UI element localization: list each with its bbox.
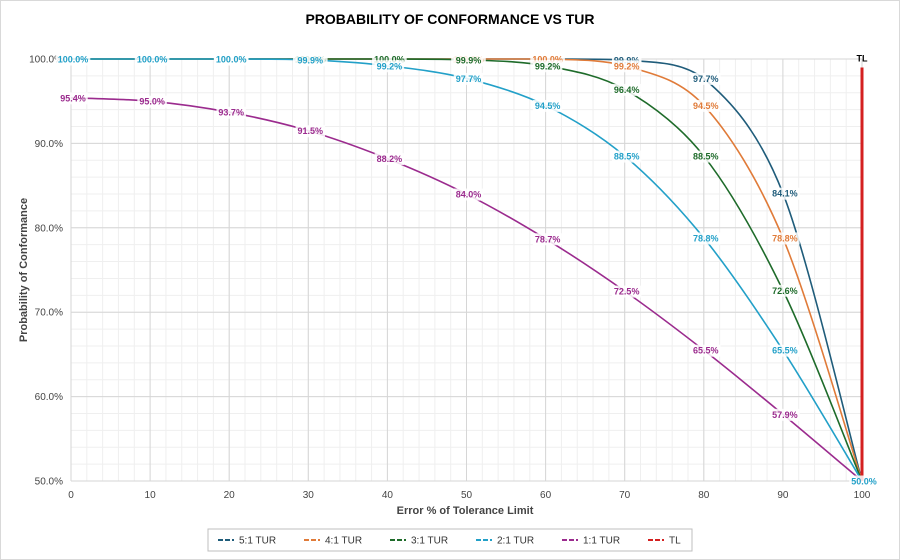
data-label-bg — [295, 125, 326, 138]
x-tick-label: 0 — [68, 490, 74, 501]
y-tick-label: 80.0% — [35, 223, 63, 234]
data-label-bg — [216, 106, 246, 119]
x-tick-label: 80 — [698, 490, 710, 501]
data-label-bg — [532, 99, 563, 112]
data-label-2-1-tur: 97.7% — [456, 74, 482, 84]
data-label-1-1-tur: 78.7% — [535, 234, 561, 244]
legend-label-3-1-tur: 3:1 TUR — [411, 536, 448, 547]
data-label-1-1-tur: 84.0% — [456, 190, 482, 200]
data-label-3-1-tur: 100.0% — [374, 55, 405, 65]
data-label-bg — [453, 54, 484, 67]
y-tick-label: 50.0% — [35, 477, 63, 488]
data-label-1-1-tur: 72.5% — [614, 287, 640, 297]
data-label-1-1-tur: 91.5% — [298, 126, 324, 136]
data-label-1-1-tur: 95.0% — [139, 97, 165, 107]
tl-label: TL — [857, 53, 868, 63]
data-label-bg — [532, 233, 563, 246]
x-tick-label: 70 — [619, 490, 631, 501]
data-label-2-1-tur: 100.0% — [216, 55, 247, 65]
data-label-3-1-tur: 72.6% — [772, 286, 798, 296]
data-label-bg — [374, 60, 405, 73]
data-label-bg — [137, 95, 167, 108]
data-label-4-1-tur: 100.0% — [532, 55, 563, 65]
grid — [70, 58, 863, 482]
y-tick-label: 60.0% — [35, 392, 63, 403]
data-label-bg — [691, 344, 721, 357]
legend: 5:1 TUR 4:1 TUR 3:1 TUR 2:1 TUR 1:1 TUR TL — [207, 528, 693, 552]
data-label-bg — [770, 408, 800, 421]
data-label-bg — [532, 60, 563, 73]
legend-label-5-1-tur: 5:1 TUR — [239, 536, 276, 547]
data-label-3-1-tur: 96.4% — [614, 85, 640, 95]
data-label-bg — [691, 99, 721, 112]
data-label-bg — [849, 475, 879, 488]
data-label-2-1-tur: 99.2% — [377, 61, 403, 71]
data-label-2-1-tur: 88.5% — [614, 152, 640, 162]
data-labels: 99.9%97.7%84.1%100.0%100.0%99.2%94.5%78.… — [55, 53, 879, 488]
data-label-bg — [770, 284, 800, 297]
data-label-bg — [58, 92, 88, 105]
data-label-4-1-tur: 78.8% — [772, 233, 798, 243]
data-label-bg — [453, 188, 484, 201]
data-label-3-1-tur: 88.5% — [693, 152, 719, 162]
x-tick-label: 30 — [303, 490, 315, 501]
data-label-2-1-tur: 100.0% — [137, 55, 168, 65]
data-label-1-1-tur: 65.5% — [693, 346, 719, 356]
data-label-2-1-tur: 94.5% — [535, 101, 561, 111]
data-label-bg — [691, 232, 721, 245]
data-label-bg — [770, 232, 800, 245]
x-tick-label: 20 — [224, 490, 236, 501]
data-label-bg — [611, 83, 642, 96]
x-tick-label: 10 — [145, 490, 157, 501]
data-label-bg — [770, 344, 800, 357]
data-label-bg — [134, 53, 170, 66]
y-axis-title: Probability of Conformance — [18, 198, 30, 342]
data-label-2-1-tur: 65.5% — [772, 346, 798, 356]
data-label-bg — [55, 53, 91, 66]
data-label-bg — [691, 72, 721, 85]
data-label-2-1-tur: 78.8% — [693, 233, 719, 243]
data-label-bg — [295, 54, 326, 67]
data-label-2-1-tur: 99.9% — [298, 55, 324, 65]
data-label-bg — [453, 72, 484, 85]
legend-label-2-1-tur: 2:1 TUR — [497, 536, 534, 547]
data-label-bg — [611, 285, 642, 298]
legend-box — [207, 528, 693, 552]
x-tick-label: 40 — [382, 490, 394, 501]
y-tick-label: 100.0% — [29, 55, 63, 66]
data-label-3-1-tur: 99.9% — [456, 55, 482, 65]
x-tick-label: 100 — [854, 490, 871, 501]
y-tick-label: 90.0% — [35, 139, 63, 150]
data-label-2-1-tur: 50.0% — [851, 477, 877, 487]
x-axis-title: Error % of Tolerance Limit — [397, 505, 534, 517]
axes: 0 10 20 30 40 50 60 70 80 90 100 50.0% 60.0% 70.0% 80.… — [29, 55, 871, 502]
data-label-bg — [213, 53, 249, 66]
data-label-4-1-tur: 94.5% — [693, 101, 719, 111]
data-label-1-1-tur: 95.4% — [60, 93, 86, 103]
data-label-1-1-tur: 93.7% — [218, 108, 244, 118]
data-label-bg — [691, 150, 721, 163]
data-label-1-1-tur: 88.2% — [377, 154, 403, 164]
data-label-bg — [611, 60, 642, 73]
data-label-bg — [611, 150, 642, 163]
data-label-bg — [374, 153, 405, 166]
legend-label-4-1-tur: 4:1 TUR — [325, 536, 362, 547]
x-tick-label: 60 — [540, 490, 552, 501]
data-label-1-1-tur: 57.9% — [772, 410, 798, 420]
data-label-5-1-tur: 84.1% — [772, 189, 798, 199]
data-label-4-1-tur: 99.2% — [614, 61, 640, 71]
data-label-bg — [770, 187, 800, 200]
x-tick-label: 50 — [461, 490, 473, 501]
y-tick-label: 70.0% — [35, 308, 63, 319]
data-label-5-1-tur: 97.7% — [693, 74, 719, 84]
data-label-2-1-tur: 100.0% — [58, 55, 89, 65]
legend-label-tl: TL — [669, 536, 681, 547]
chart-title: PROBABILITY OF CONFORMANCE VS TUR — [305, 11, 594, 27]
data-label-3-1-tur: 99.2% — [535, 61, 561, 71]
legend-label-1-1-tur: 1:1 TUR — [583, 536, 620, 547]
x-tick-label: 90 — [777, 490, 789, 501]
